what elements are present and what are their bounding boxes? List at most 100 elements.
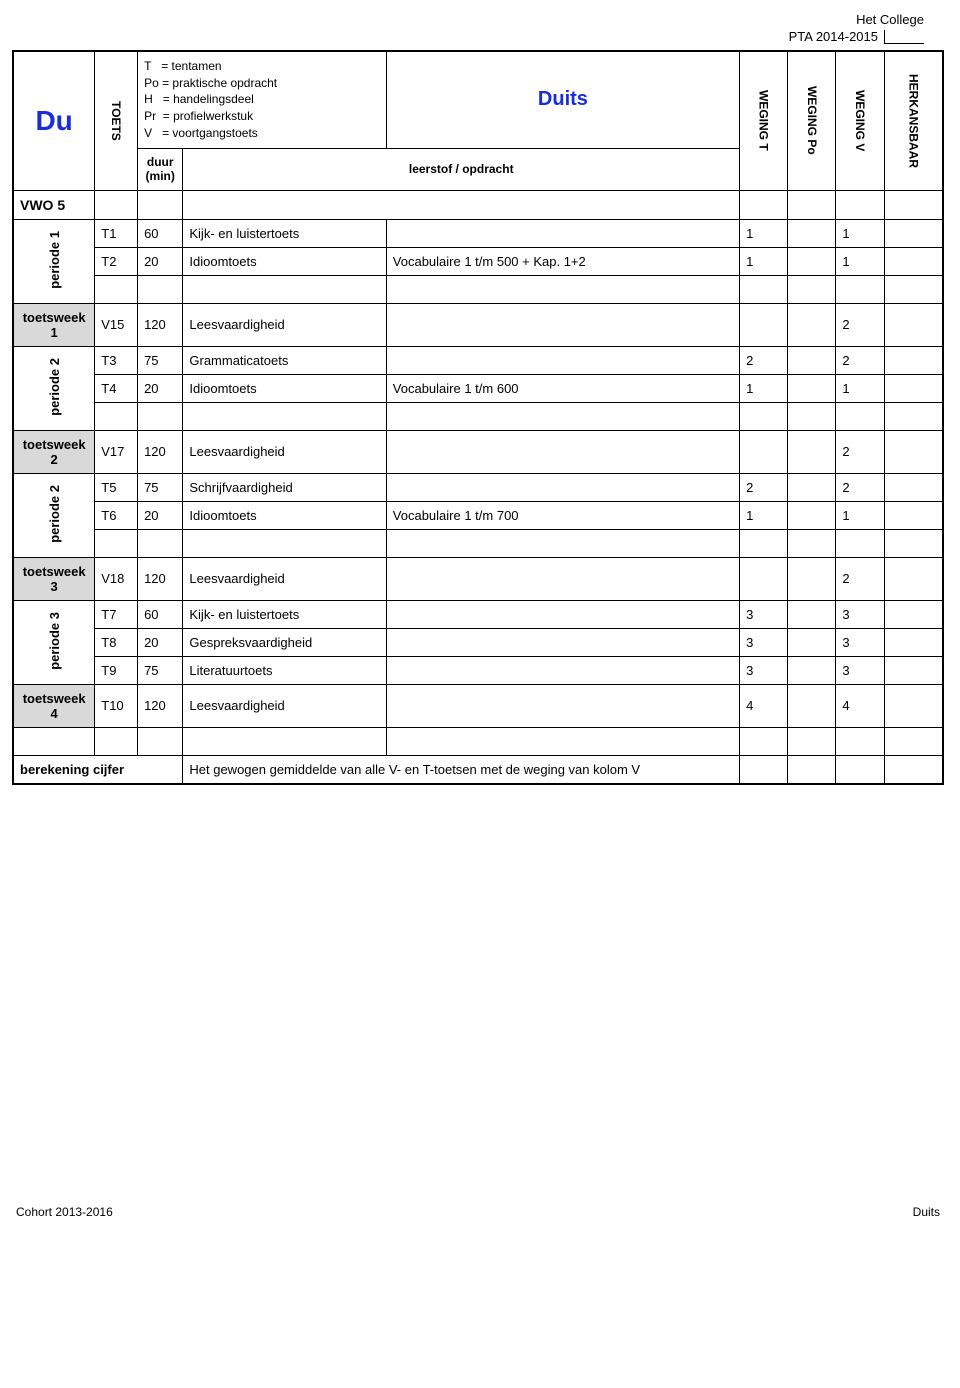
cell-wpo [788, 628, 836, 656]
cell-duur: 120 [138, 430, 183, 473]
cell-leerstof [386, 600, 739, 628]
cell-leerstof: Vocabulaire 1 t/m 600 [386, 374, 739, 402]
subject-code: Du [13, 51, 95, 190]
cell-duur: 120 [138, 557, 183, 600]
cell-wv: 2 [836, 473, 884, 501]
cell-wt: 2 [740, 346, 788, 374]
cell [740, 727, 788, 755]
cell-wv: 3 [836, 600, 884, 628]
cell-code: V15 [95, 303, 138, 346]
cell [386, 529, 739, 557]
col-weging-v: WEGING V [836, 51, 884, 190]
cell-hk [884, 684, 943, 727]
footer-right: Duits [913, 1205, 940, 1219]
cell-duur: 20 [138, 374, 183, 402]
cell [788, 529, 836, 557]
toetsweek-2-label: toetsweek 2 [13, 430, 95, 473]
cell [740, 755, 788, 784]
cell-duur: 20 [138, 628, 183, 656]
cell-hk [884, 600, 943, 628]
cell-wt: 3 [740, 600, 788, 628]
cell [788, 402, 836, 430]
col-herkansbaar: HERKANSBAAR [884, 51, 943, 190]
cell-wpo [788, 303, 836, 346]
cell-wt [740, 303, 788, 346]
cell [740, 529, 788, 557]
cell [788, 755, 836, 784]
cell-duur: 75 [138, 656, 183, 684]
cell-wpo [788, 430, 836, 473]
cell-wpo [788, 557, 836, 600]
cell-wv: 1 [836, 374, 884, 402]
cell-leerstof: Vocabulaire 1 t/m 500 + Kap. 1+2 [386, 247, 739, 275]
cell-wt: 3 [740, 628, 788, 656]
cell-desc: Literatuurtoets [183, 656, 386, 684]
cell-wpo [788, 346, 836, 374]
legend-box: T = tentamen Po = praktische opdracht H … [138, 51, 387, 148]
cell [138, 727, 183, 755]
cell-duur: 75 [138, 473, 183, 501]
cell-code: V17 [95, 430, 138, 473]
cell [95, 402, 138, 430]
cell [884, 275, 943, 303]
cell-code: T2 [95, 247, 138, 275]
cell [13, 727, 95, 755]
cell-code: T10 [95, 684, 138, 727]
cell [836, 755, 884, 784]
cell-wv: 4 [836, 684, 884, 727]
cell-leerstof [386, 473, 739, 501]
period-2-label: periode 2 [13, 346, 95, 430]
cell-code: T9 [95, 656, 138, 684]
cell-leerstof [386, 346, 739, 374]
cell-hk [884, 656, 943, 684]
cell [740, 402, 788, 430]
cell [183, 529, 386, 557]
cell [138, 190, 183, 219]
cell-desc: Schrijfvaardigheid [183, 473, 386, 501]
cell-wt: 4 [740, 684, 788, 727]
header-empty-box [884, 30, 924, 44]
cell [740, 190, 788, 219]
cell [138, 402, 183, 430]
cell-desc: Leesvaardigheid [183, 684, 386, 727]
cell [183, 275, 386, 303]
col-weging-po: WEGING Po [788, 51, 836, 190]
toetsweek-4-label: toetsweek 4 [13, 684, 95, 727]
cell [95, 529, 138, 557]
cell-wv: 2 [836, 557, 884, 600]
berekening-text: Het gewogen gemiddelde van alle V- en T-… [183, 755, 740, 784]
cell-leerstof [386, 557, 739, 600]
berekening-label: berekening cijfer [13, 755, 183, 784]
cell [884, 529, 943, 557]
cell-duur: 120 [138, 684, 183, 727]
cell [386, 275, 739, 303]
cell-hk [884, 430, 943, 473]
cell-hk [884, 219, 943, 247]
cell-hk [884, 557, 943, 600]
cell-desc: Gespreksvaardigheid [183, 628, 386, 656]
cell-wt: 1 [740, 219, 788, 247]
cell-leerstof [386, 684, 739, 727]
col-weging-t: WEGING T [740, 51, 788, 190]
cell-wpo [788, 501, 836, 529]
footer-left: Cohort 2013-2016 [16, 1205, 113, 1219]
cell [183, 190, 740, 219]
cell-wv: 3 [836, 628, 884, 656]
cell-code: T7 [95, 600, 138, 628]
cell-duur: 20 [138, 501, 183, 529]
cell-desc: Idioomtoets [183, 501, 386, 529]
cell-leerstof: Vocabulaire 1 t/m 700 [386, 501, 739, 529]
cell [788, 190, 836, 219]
cell-wv: 1 [836, 501, 884, 529]
cell-wpo [788, 219, 836, 247]
cell-code: T6 [95, 501, 138, 529]
cell-desc: Kijk- en luistertoets [183, 600, 386, 628]
cell-code: T1 [95, 219, 138, 247]
toetsweek-1-label: toetsweek 1 [13, 303, 95, 346]
cell-code: T8 [95, 628, 138, 656]
cell-duur: 60 [138, 600, 183, 628]
cell [884, 190, 943, 219]
cell [836, 275, 884, 303]
cell-wt: 2 [740, 473, 788, 501]
cell-wv: 1 [836, 247, 884, 275]
